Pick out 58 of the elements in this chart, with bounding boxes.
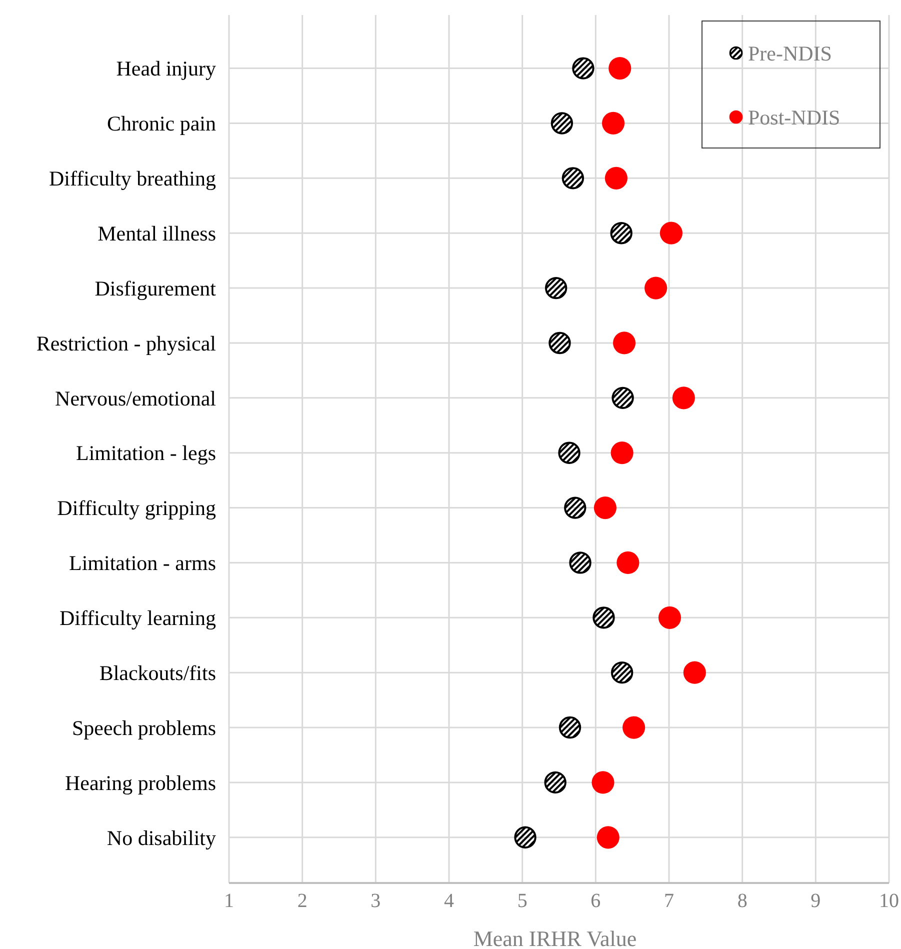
point: [594, 496, 616, 520]
point: [562, 167, 584, 190]
point: [683, 661, 706, 684]
point: [610, 662, 634, 684]
x-tick-label: 7: [664, 890, 674, 912]
x-tick-label: 1: [224, 890, 234, 912]
y-tick-label: Restriction - physical: [36, 331, 216, 356]
point: [572, 57, 594, 80]
y-tick-label: Speech problems: [72, 716, 216, 740]
point: [622, 716, 646, 739]
y-tick-label: Difficulty gripping: [57, 496, 216, 520]
point: [592, 606, 615, 629]
x-axis-title: Mean IRHR Value: [473, 926, 637, 949]
point: [596, 826, 620, 849]
point: [610, 222, 632, 244]
y-tick-label: Mental illness: [98, 221, 216, 246]
y-tick-label: Blackouts/fits: [99, 660, 216, 685]
x-tick-label: 3: [370, 890, 381, 912]
point: [558, 716, 582, 739]
x-tick-label: 6: [590, 890, 601, 912]
point: [612, 386, 634, 409]
point: [612, 332, 636, 354]
y-tick-label: Limitation - legs: [76, 441, 216, 466]
point: [602, 112, 625, 134]
point: [616, 551, 640, 574]
y-tick-label: No disability: [106, 826, 216, 850]
x-tick-label: 4: [444, 890, 454, 912]
point: [644, 276, 668, 300]
x-tick-label: 5: [517, 890, 528, 912]
point: [569, 552, 592, 574]
point: [548, 332, 571, 354]
point: [564, 496, 586, 519]
x-tick-label: 2: [297, 890, 308, 912]
point: [514, 826, 536, 848]
point: [544, 771, 566, 794]
legend-label: Post-NDIS: [748, 105, 840, 130]
point: [550, 112, 574, 134]
point: [610, 442, 634, 464]
point: [544, 276, 568, 300]
y-tick-label: Head injury: [116, 56, 216, 81]
y-tick-label: Chronic pain: [106, 112, 216, 136]
y-tick-label: Disfigurement: [94, 276, 216, 300]
y-tick-label: Hearing problems: [64, 770, 216, 795]
x-tick-label: 8: [737, 890, 748, 912]
y-tick-label: Difficulty learning: [60, 606, 216, 630]
y-tick-label: Limitation - arms: [69, 551, 216, 576]
y-tick-label: Difficulty breathing: [49, 166, 216, 191]
point: [558, 442, 580, 464]
legend-label: Pre-NDIS: [748, 41, 832, 66]
point: [604, 166, 628, 190]
point: [608, 57, 632, 80]
x-tick-label: 10: [879, 890, 899, 912]
x-tick-label: 9: [810, 890, 821, 912]
y-tick-label: Nervous/emotional: [55, 386, 216, 410]
point: [660, 222, 682, 244]
point: [672, 386, 695, 410]
point: [658, 606, 682, 629]
point: [592, 771, 614, 794]
